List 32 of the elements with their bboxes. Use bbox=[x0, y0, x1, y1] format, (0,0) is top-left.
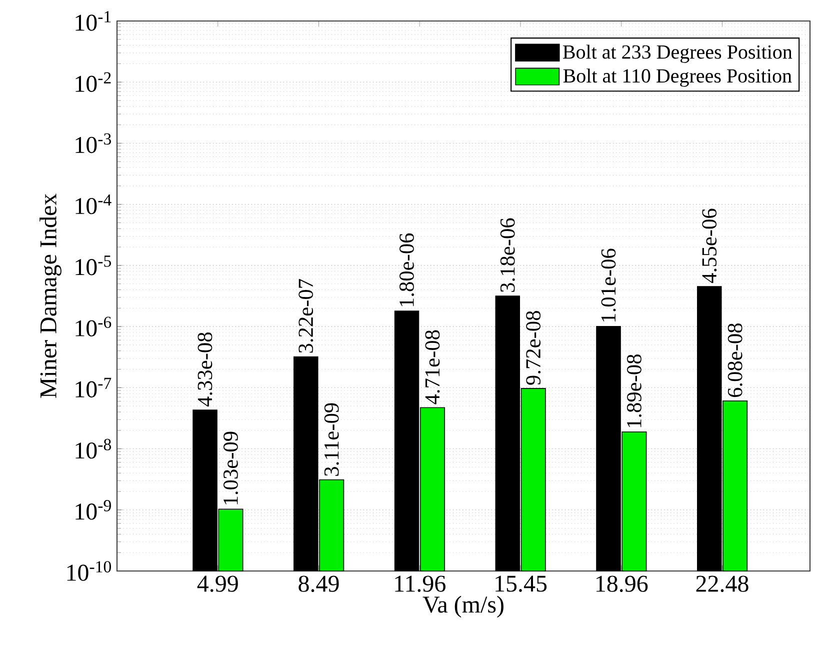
data-label: 4.55e-06 bbox=[702, 208, 717, 283]
y-tick-label: 10$^{-7}$ bbox=[76, 378, 112, 398]
y-tick-label: 10$^{-2}$ bbox=[76, 72, 111, 92]
x-tick-label: 18.96 bbox=[596, 576, 648, 592]
data-label: 3.11e-09 bbox=[324, 403, 339, 476]
data-label: 3.22e-07 bbox=[298, 279, 314, 353]
data-label: 1.80e-06 bbox=[400, 233, 414, 306]
y-tick-label: 10$^{-9}$ bbox=[76, 500, 111, 520]
y-tick-label: 10$^{-8}$ bbox=[76, 438, 111, 459]
data-label: 1.03e-09 bbox=[224, 432, 238, 504]
x-tick-label: 4.99 bbox=[197, 576, 238, 592]
data-label: 6.08e-08 bbox=[728, 324, 742, 398]
y-tick-label: 10$^{-1}$ bbox=[76, 11, 111, 31]
legend-label: Bolt at 110 Degrees Position bbox=[563, 68, 792, 87]
y-tick-label: 10$^{-4}$ bbox=[76, 194, 112, 214]
x-tick-label: 22.48 bbox=[696, 576, 748, 592]
data-label: 1.89e-08 bbox=[626, 354, 642, 428]
y-tick-label: 10$^{-10}$ bbox=[67, 561, 111, 581]
data-label: 1.01e-06 bbox=[601, 248, 616, 322]
data-label: 4.33e-08 bbox=[198, 332, 212, 407]
legend-label: Bolt at 233 Degrees Position bbox=[563, 44, 792, 63]
data-label: 9.72e-08 bbox=[526, 311, 541, 385]
data-label: 4.71e-08 bbox=[425, 330, 440, 404]
data-label: 3.18e-06 bbox=[500, 218, 515, 292]
x-tick-label: 11.96 bbox=[395, 576, 446, 592]
y-tick-label: 10$^{-3}$ bbox=[76, 133, 111, 154]
x-tick-label: 15.45 bbox=[496, 576, 547, 592]
y-tick-label: 10$^{-5}$ bbox=[76, 256, 111, 276]
x-axis-title: Va (m/s) bbox=[422, 596, 504, 618]
y-axis-title: Miner Damage Index bbox=[40, 194, 62, 398]
y-tick-label: 10$^{-6}$ bbox=[76, 316, 112, 336]
x-tick-label: 8.49 bbox=[298, 576, 339, 592]
